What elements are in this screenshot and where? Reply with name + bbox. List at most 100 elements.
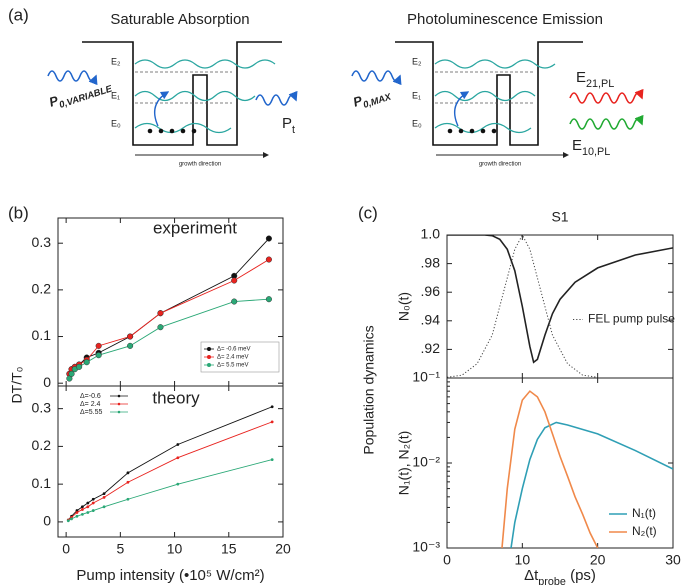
text-part: E — [576, 69, 586, 86]
emission-beam — [569, 88, 644, 104]
data-point — [75, 511, 79, 514]
wavefunction — [134, 59, 276, 69]
text-part: probe — [538, 576, 566, 585]
y-tick-label: 0.1 — [32, 475, 52, 491]
input-label: P0,MAX — [351, 84, 393, 113]
data-point — [265, 296, 272, 303]
x-tick-label: 0 — [443, 552, 451, 568]
data-point — [102, 492, 106, 495]
legend-marker — [117, 394, 121, 398]
y-tick-label: 10⁻² — [412, 454, 440, 470]
well-profile — [395, 41, 583, 146]
x-tick-label: 15 — [221, 541, 237, 557]
legend-label: Δ=5.55 — [80, 409, 102, 416]
level-label: E₂ — [412, 56, 422, 66]
emission-beam — [569, 114, 644, 130]
chart-title: experiment — [153, 218, 237, 237]
data-point — [102, 495, 106, 499]
y-tick-label: .96 — [421, 283, 441, 299]
data-point — [270, 405, 274, 409]
plot-frame — [446, 377, 674, 549]
legend-label: N₂(t) — [632, 524, 657, 538]
y-tick-label: 0 — [43, 513, 51, 529]
data-point — [80, 512, 84, 516]
text-part: P — [282, 115, 292, 132]
level-label: E₀ — [412, 118, 422, 128]
emission-label: E21,PL — [576, 69, 614, 90]
data-point — [157, 310, 164, 317]
series-line — [447, 235, 598, 378]
emission-label: E10,PL — [572, 137, 610, 158]
data-point — [80, 508, 84, 511]
data-point — [91, 497, 95, 501]
plot-frame — [57, 385, 284, 538]
axis-label: growth direction — [179, 162, 221, 168]
text-part: 0,VARIABLE — [58, 84, 114, 111]
data-point — [127, 342, 134, 349]
chart-title: theory — [152, 388, 200, 407]
transition-arrow — [454, 91, 470, 127]
data-point — [270, 420, 274, 424]
y-axis-label: N₁(t), N₂(t) — [396, 431, 412, 496]
data-point — [86, 511, 90, 514]
level-label: E₁ — [111, 90, 120, 100]
well-profile — [82, 41, 282, 146]
text-part: t — [292, 124, 295, 136]
diagram-title: Saturable Absorption — [110, 11, 249, 28]
y-tick-label: .98 — [421, 254, 441, 270]
series-line — [447, 235, 673, 364]
legend-marker — [207, 347, 211, 351]
legend-label: Δ= -0.6 meV — [217, 347, 251, 353]
legend-label: Δ= 5.5 meV — [217, 363, 249, 369]
wavefunction — [434, 90, 536, 102]
text-part: 10,PL — [582, 146, 610, 158]
level-label: E₀ — [111, 118, 121, 128]
legend-marker — [207, 355, 211, 359]
panel-label: (c) — [358, 203, 378, 222]
y-axis-label: N₀(t) — [396, 292, 412, 321]
y-tick-label: 10⁻³ — [412, 539, 440, 555]
output-beam — [255, 90, 298, 106]
data-point — [126, 471, 130, 475]
data-point — [91, 501, 95, 505]
axis-label: growth direction — [479, 162, 521, 168]
plot-area — [501, 390, 673, 548]
panel-label: (b) — [8, 203, 29, 222]
x-axis-label: Pump intensity (•10⁵ W/cm²) — [76, 567, 264, 584]
data-point — [231, 277, 238, 284]
plot-area — [66, 405, 274, 523]
plot-area — [66, 235, 272, 382]
text-part: 21,PL — [586, 78, 614, 90]
data-point — [231, 298, 238, 305]
transition-arrow — [154, 91, 170, 127]
data-point — [75, 514, 79, 518]
data-point — [102, 505, 106, 509]
text-part: Δt — [524, 567, 539, 584]
data-point — [126, 497, 130, 501]
y-axis-label: DT/T₀ — [9, 366, 25, 403]
data-point — [91, 509, 95, 512]
legend-marker — [207, 363, 211, 367]
electrons — [147, 128, 197, 134]
y-tick-label: 0.2 — [32, 437, 52, 453]
x-tick-label: 20 — [590, 552, 606, 568]
data-point — [127, 333, 134, 340]
x-axis-label: Δtprobe (ps) — [524, 567, 596, 585]
legend-label: Δ=-0.6 — [80, 393, 101, 400]
data-point — [126, 480, 130, 484]
y-tick-label: .92 — [421, 340, 441, 356]
input-beam — [47, 70, 98, 86]
saturable-absorption-diagram: Saturable Absorption E₂ E₁ E₀ P0,VARIABL… — [47, 11, 298, 168]
input-label: P0,VARIABLE — [47, 76, 114, 113]
y-tick-label: 0.3 — [32, 234, 52, 250]
x-tick-label: 20 — [275, 541, 291, 557]
data-point — [70, 517, 73, 521]
x-tick-label: 5 — [116, 541, 124, 557]
plot-area — [447, 235, 673, 378]
legend-label: Δ= 2.4 — [80, 401, 101, 408]
series-line — [68, 421, 273, 521]
data-point — [76, 363, 83, 370]
data-point — [265, 235, 272, 242]
output-label: Pt — [282, 115, 295, 136]
